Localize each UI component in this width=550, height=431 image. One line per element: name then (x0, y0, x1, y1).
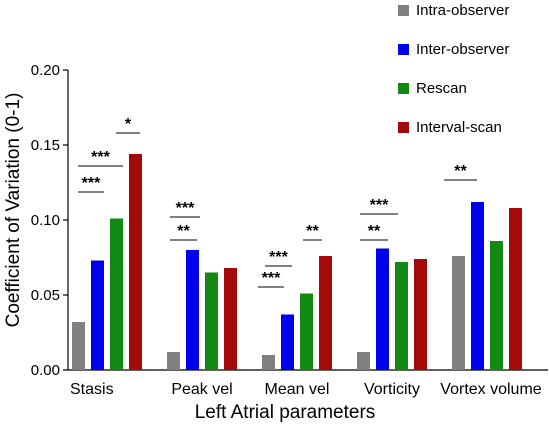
bar-intra-observer-vorticity (357, 352, 370, 370)
y-tick-label: 0.15 (31, 137, 60, 154)
significance-label: *** (82, 175, 101, 192)
bar-interval-scan-peak-vel (224, 268, 237, 370)
legend-label: Inter-observer (416, 41, 509, 58)
x-tick-label: Mean vel (265, 381, 330, 398)
bar-inter-observer-peak-vel (186, 250, 199, 370)
x-axis-title: Left Atrial parameters (195, 402, 376, 423)
x-tick-label: Stasis (70, 381, 114, 398)
significance-label: ** (368, 223, 381, 240)
bar-interval-scan-vortex-volume (509, 208, 522, 370)
bar-intra-observer-peak-vel (167, 352, 180, 370)
y-axis: 0.00 0.05 0.10 0.15 0.20 (31, 62, 69, 379)
significance-label: * (125, 116, 132, 133)
legend-swatch (398, 5, 409, 16)
bar-rescan-vortex-volume (490, 241, 503, 370)
bar-intra-observer-mean-vel (262, 355, 275, 370)
y-tick-label: 0.00 (31, 362, 60, 379)
bar-rescan-vorticity (395, 262, 408, 370)
significance-markers: ******************** ******* (78, 116, 477, 288)
bar-inter-observer-stasis (91, 260, 104, 370)
bar-rescan-stasis (110, 218, 123, 370)
bar-inter-observer-vorticity (376, 248, 389, 370)
x-axis: Stasis Peak vel Mean vel Vorticity Vortex vo… (68, 369, 548, 398)
y-tick-label: 0.20 (31, 62, 60, 79)
bars (72, 154, 522, 370)
bar-rescan-mean-vel (300, 293, 313, 370)
bar-inter-observer-vortex-volume (471, 202, 484, 370)
x-tick-label: Vortex volume (440, 381, 541, 398)
x-tick-label: Vorticity (364, 381, 420, 398)
y-tick-label: 0.05 (31, 287, 60, 304)
legend: Intra-observer Inter-observer Rescan Interv… (398, 2, 509, 136)
legend-label: Interval-scan (416, 119, 502, 136)
significance-label: *** (370, 197, 389, 214)
bar-interval-scan-vorticity (414, 259, 427, 370)
significance-label: ** (454, 163, 467, 180)
significance-label: *** (269, 249, 288, 266)
legend-swatch (398, 83, 409, 94)
significance-label: ** (306, 223, 319, 240)
x-tick-label: Peak vel (171, 381, 232, 398)
significance-label: *** (176, 200, 195, 217)
significance-label: *** (262, 270, 281, 287)
significance-label: *** (91, 149, 110, 166)
legend-swatch (398, 44, 409, 55)
bar-inter-observer-mean-vel (281, 314, 294, 370)
bar-rescan-peak-vel (205, 272, 218, 370)
bar-interval-scan-stasis (129, 154, 142, 370)
bar-intra-observer-stasis (72, 322, 85, 370)
y-tick-label: 0.10 (31, 212, 60, 229)
legend-swatch (398, 122, 409, 133)
bar-interval-scan-mean-vel (319, 256, 332, 370)
legend-label: Intra-observer (416, 2, 509, 19)
bar-intra-observer-vortex-volume (452, 256, 465, 370)
y-axis-title: Coefficient of Variation (0-1) (3, 93, 24, 328)
legend-label: Rescan (416, 80, 467, 97)
significance-label: ** (177, 223, 190, 240)
